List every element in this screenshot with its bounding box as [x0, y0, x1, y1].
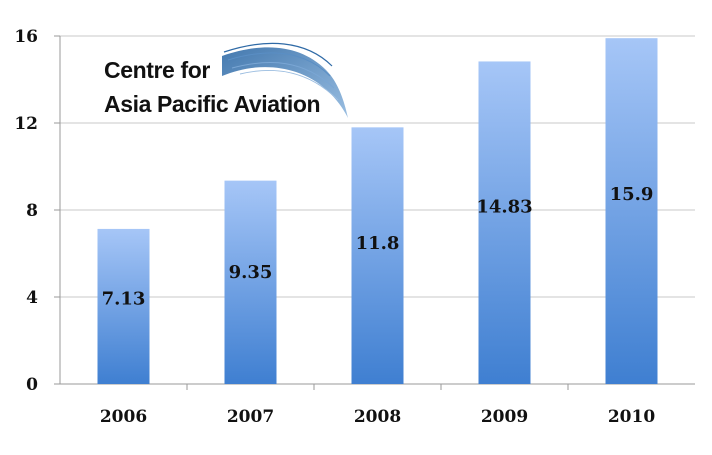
bar-2009 — [478, 61, 531, 384]
x-tick-label: 2006 — [100, 407, 147, 427]
data-label: 15.9 — [610, 184, 654, 205]
x-tick-label: 2007 — [227, 407, 274, 427]
swoosh-icon — [222, 42, 348, 118]
y-tick-label: 0 — [26, 375, 38, 395]
bar-2008 — [351, 127, 404, 384]
y-tick-label: 8 — [26, 201, 38, 221]
logo-line-1: Centre for — [104, 57, 210, 83]
y-tick-label: 4 — [26, 288, 38, 308]
x-tick-label: 2008 — [354, 407, 401, 427]
data-labels: 7.13 9.35 11.8 14.83 15.9 — [102, 184, 654, 310]
data-label: 9.35 — [229, 262, 273, 283]
logo-line-2: Asia Pacific Aviation — [104, 91, 320, 117]
x-axis-tick-labels: 2006 2007 2008 2009 2010 — [100, 407, 655, 427]
data-label: 7.13 — [102, 289, 146, 310]
y-tick-label: 12 — [14, 114, 38, 134]
bars — [97, 38, 658, 385]
data-label: 14.83 — [476, 197, 532, 218]
x-tick-label: 2010 — [608, 407, 655, 427]
data-label: 11.8 — [356, 233, 400, 254]
y-tick-label: 16 — [14, 27, 38, 47]
logo: Centre for Asia Pacific Aviation — [104, 42, 348, 118]
bar-2007 — [224, 180, 277, 384]
x-tick-label: 2009 — [481, 407, 528, 427]
bar-2010 — [605, 38, 658, 385]
bar-2006 — [97, 228, 150, 384]
y-axis-tick-labels: 0 4 8 12 16 — [14, 27, 38, 395]
